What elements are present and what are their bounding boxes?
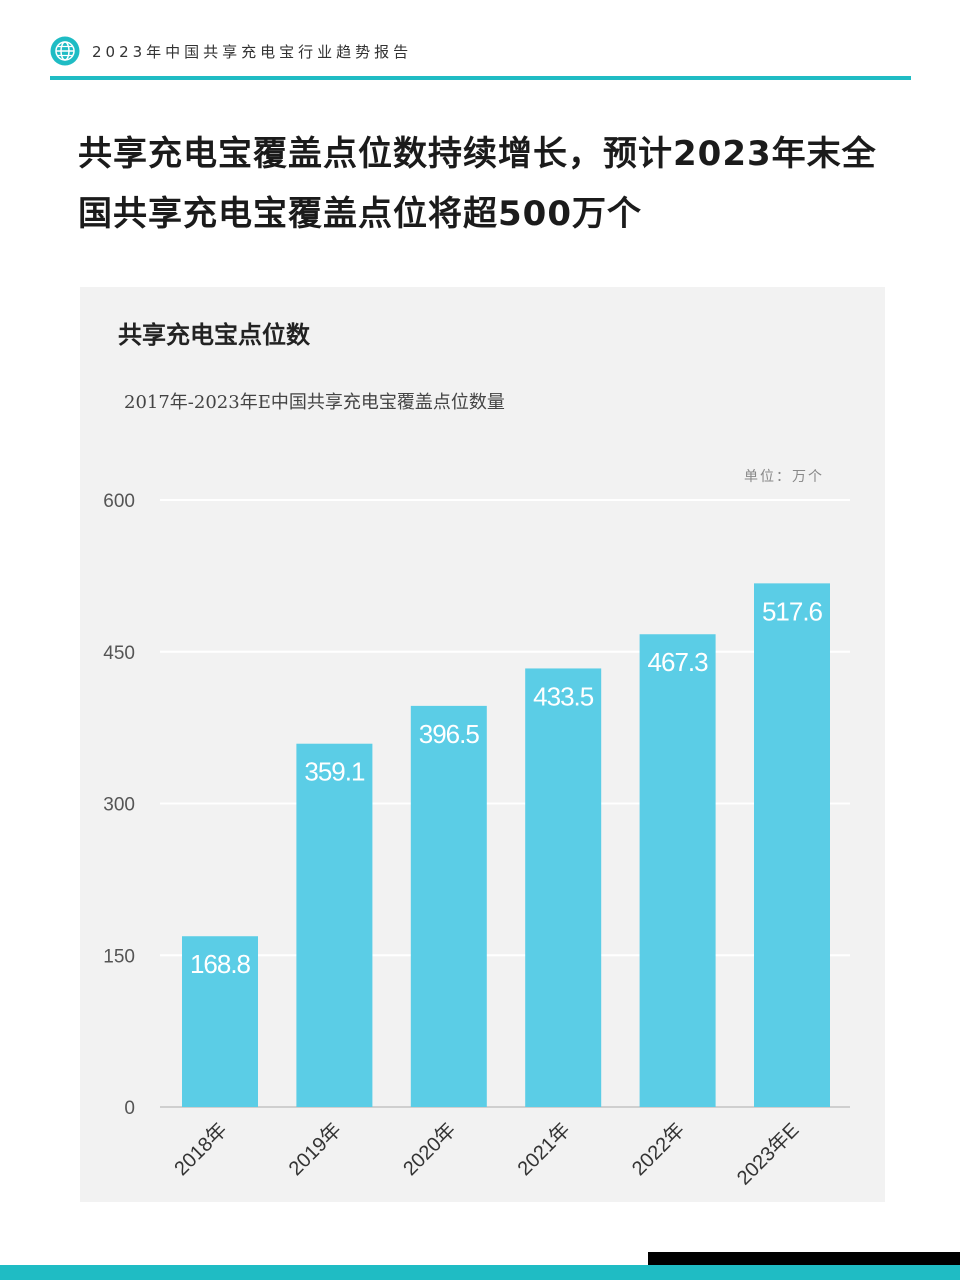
y-tick-label: 150	[103, 946, 135, 967]
bar-value-label: 467.3	[648, 647, 709, 677]
y-tick-label: 0	[124, 1098, 135, 1119]
x-tick-label: 2022年	[627, 1118, 689, 1180]
chart-title: 共享充电宝点位数	[118, 321, 310, 349]
x-tick-label: 2018年	[170, 1118, 232, 1180]
bar-value-label: 433.5	[533, 681, 594, 711]
bar	[754, 583, 830, 1107]
bar-value-label: 359.1	[304, 757, 365, 787]
unit-label: 单位：万个	[744, 469, 824, 485]
y-tick-label: 450	[103, 643, 135, 664]
footer-bar-teal	[0, 1265, 960, 1280]
bar	[410, 705, 487, 1107]
chart-subtitle: 2017年-2023年E中国共享充电宝覆盖点位数量	[124, 392, 505, 413]
page-headline: 共享充电宝覆盖点位数持续增长，预计2023年末全国共享充电宝覆盖点位将超500万…	[78, 134, 877, 234]
bar	[525, 668, 602, 1107]
x-tick-label: 2021年	[513, 1118, 575, 1180]
x-tick-label: 2019年	[284, 1118, 346, 1180]
y-tick-label: 600	[103, 491, 135, 512]
header-divider	[50, 76, 911, 80]
footer-bar-black	[648, 1252, 960, 1266]
globe-icon	[50, 36, 80, 66]
y-tick-label: 300	[103, 795, 135, 816]
bar	[182, 936, 258, 1107]
bar	[296, 743, 373, 1107]
x-tick-label: 2020年	[398, 1118, 460, 1180]
x-tick-label: 2023年E	[732, 1118, 803, 1189]
bar-value-label: 396.5	[419, 719, 480, 749]
bar	[639, 634, 716, 1107]
report-title: 2023年中国共享充电宝行业趋势报告	[92, 43, 413, 61]
bar-value-label: 168.8	[190, 949, 251, 979]
bar-value-label: 517.6	[762, 596, 823, 626]
report-header: 2023年中国共享充电宝行业趋势报告	[50, 36, 911, 80]
